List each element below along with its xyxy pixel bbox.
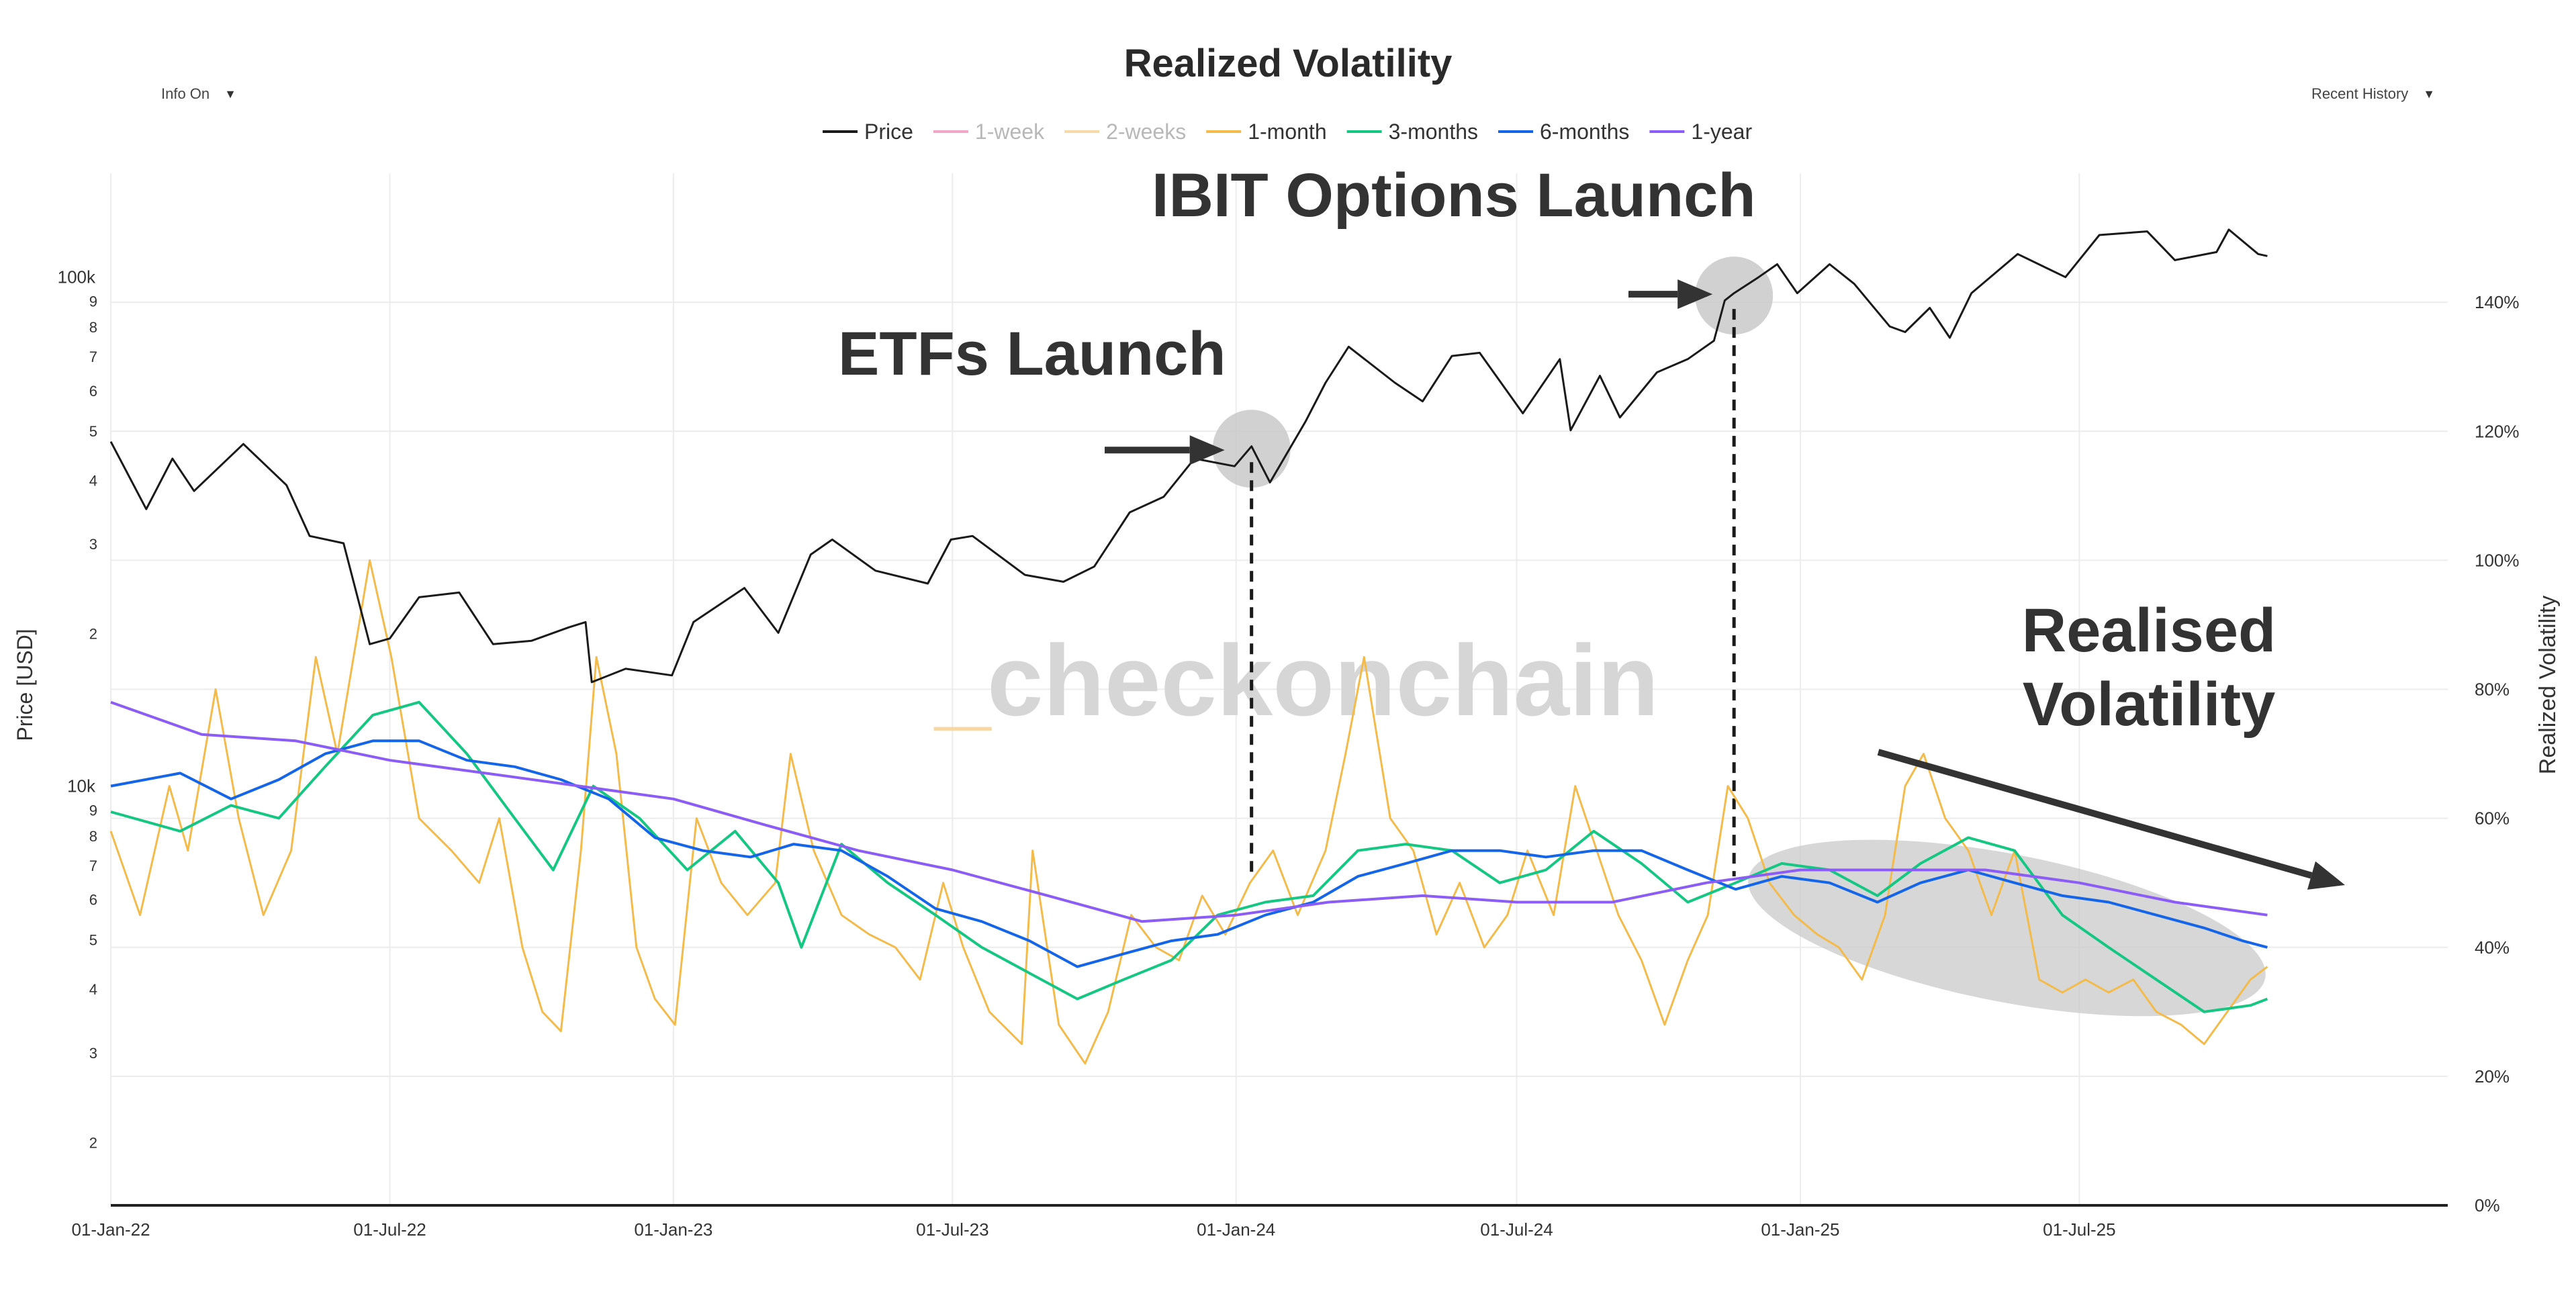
y-left-tick-label: 2 <box>89 625 97 642</box>
y-left-tick-label: 5 <box>89 423 97 440</box>
y-left-axis-title: Price [USD] <box>13 629 37 741</box>
y-left-tick-label: 100k <box>58 267 96 287</box>
series-line-1-year <box>110 700 2268 923</box>
y-right-tick-label: 100% <box>2475 550 2520 570</box>
legend-item-label: 6-months <box>1540 120 1629 144</box>
y-left-tick-label: 9 <box>89 802 97 819</box>
series-line-6-months <box>110 739 2268 968</box>
y-left-tick-label: 3 <box>89 536 97 553</box>
y-left-tick-label: 7 <box>89 349 97 365</box>
legend-item-label: 1-month <box>1248 120 1326 144</box>
watermark-accent: _ <box>933 627 992 740</box>
history-select[interactable]: Recent History ▼ <box>2299 79 2448 109</box>
info-toggle-label: Info On <box>161 85 210 102</box>
x-tick-label: 01-Jan-22 <box>71 1219 150 1240</box>
y-left-tick-label: 10k <box>67 776 96 796</box>
series-line-1-month <box>109 559 2268 1065</box>
y-left-tick-label: 5 <box>89 932 97 949</box>
x-tick-label: 01-Jul-22 <box>353 1219 426 1240</box>
x-tick-label: 01-Jan-24 <box>1197 1219 1275 1240</box>
x-tick-label: 01-Jul-23 <box>916 1219 988 1240</box>
etf-arrow-icon-head <box>1189 435 1225 465</box>
legend-item-label: 1-week <box>975 120 1045 144</box>
volatility-trend-arrow-icon-shaft <box>1877 749 2313 879</box>
y-right-axis-title: Realized Volatility <box>2535 596 2561 774</box>
info-toggle[interactable]: Info On ▼ <box>149 79 248 109</box>
x-tick-label: 01-Jan-23 <box>634 1219 712 1240</box>
y-left-tick-label: 7 <box>89 858 97 874</box>
legend-item-label: 3-months <box>1389 120 1478 144</box>
history-select-chevron-down-icon: ▼ <box>2423 87 2436 101</box>
y-left-tick-label: 9 <box>89 293 97 310</box>
y-right-tick-label: 0% <box>2475 1195 2500 1215</box>
ibit-launch-label: IBIT Options Launch <box>1152 161 1756 230</box>
history-select-label: Recent History <box>2311 85 2409 102</box>
y-right-tick-label: 80% <box>2475 680 2510 700</box>
y-right-tick-label: 140% <box>2475 292 2520 312</box>
info-toggle-chevron-down-icon: ▼ <box>224 87 236 101</box>
x-tick-label: 01-Jan-25 <box>1761 1219 1839 1240</box>
chart-title: Realized Volatility <box>1124 42 1453 85</box>
watermark-text: checkonchain <box>987 624 1659 737</box>
legend-item-label: Price <box>864 120 913 144</box>
y-left-tick-label: 2 <box>89 1134 97 1151</box>
event-highlight-circle <box>1212 410 1291 488</box>
volatility-highlight-ellipse <box>1748 839 2266 1017</box>
y-left-tick-label: 4 <box>89 472 97 489</box>
y-right-tick-label: 20% <box>2475 1066 2510 1086</box>
volatility-trend-arrow-icon-head <box>2307 861 2345 890</box>
etf-launch-label: ETFs Launch <box>838 320 1226 388</box>
x-tick-label: 01-Jul-24 <box>1480 1219 1553 1240</box>
y-left-tick-label: 6 <box>89 892 97 909</box>
y-left-tick-label: 4 <box>89 981 97 998</box>
y-left-tick-label: 8 <box>89 319 97 336</box>
legend-item-label: 1-year <box>1691 120 1752 144</box>
realised-volatility-label-1: Realised <box>2022 596 2276 665</box>
y-right-tick-label: 120% <box>2475 421 2520 441</box>
realised-volatility-label-2: Volatility <box>2023 670 2276 739</box>
y-right-tick-label: 60% <box>2475 808 2510 829</box>
y-right-tick-label: 40% <box>2475 937 2510 958</box>
y-left-tick-label: 8 <box>89 828 97 845</box>
x-tick-label: 01-Jul-25 <box>2043 1219 2115 1240</box>
event-highlight-circle <box>1695 257 1774 335</box>
y-left-tick-label: 6 <box>89 383 97 400</box>
y-left-tick-label: 3 <box>89 1045 97 1062</box>
series-line-price <box>109 228 2268 684</box>
ibit-arrow-icon-head <box>1677 279 1713 310</box>
legend-item-label: 2-weeks <box>1106 120 1186 144</box>
